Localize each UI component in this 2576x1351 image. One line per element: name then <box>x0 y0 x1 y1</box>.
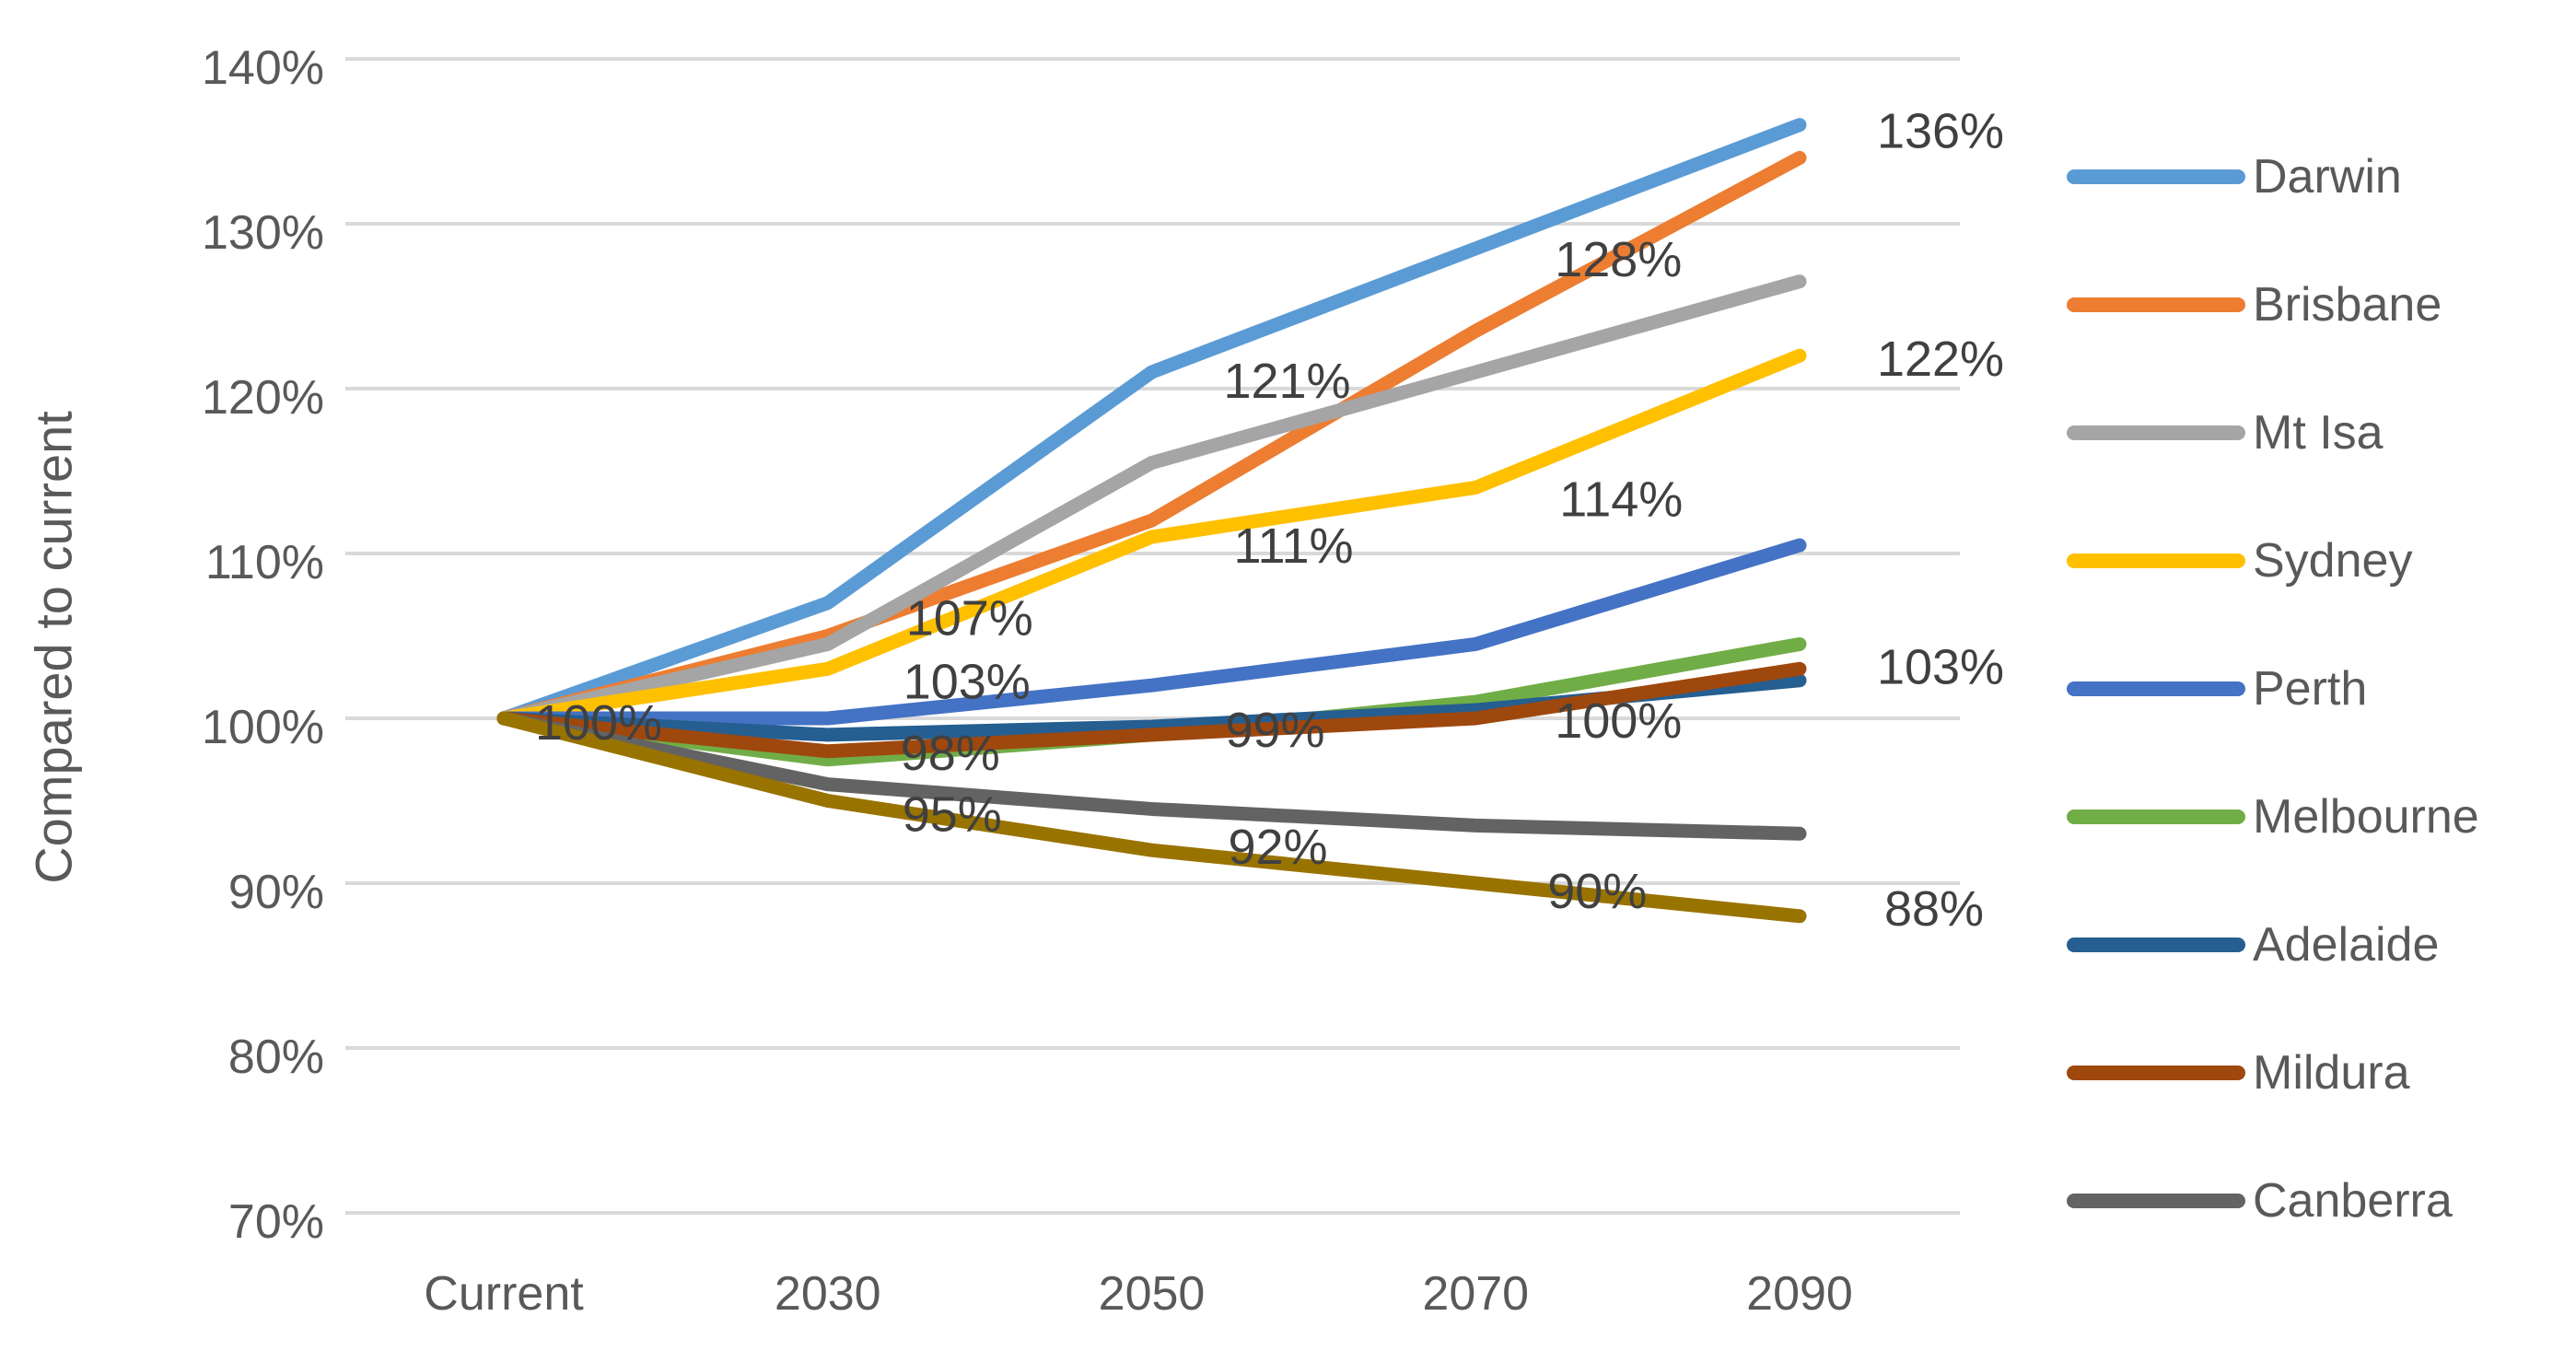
legend-label-perth: Perth <box>2253 662 2367 716</box>
y-tick-90: 90% <box>228 866 324 919</box>
data-label-mildura-2030: 98% <box>901 726 1000 781</box>
y-tick-130: 130% <box>202 206 324 260</box>
data-label-series-10-2070: 90% <box>1547 864 1647 919</box>
y-tick-120: 120% <box>202 371 324 425</box>
data-label-darwin-2030: 107% <box>906 591 1033 646</box>
legend-label-melbourne: Melbourne <box>2253 790 2479 844</box>
data-label-series-10-2050: 92% <box>1228 820 1327 875</box>
data-label-sydney-2050: 111% <box>1233 518 1353 574</box>
legend-label-mildura: Mildura <box>2253 1046 2410 1100</box>
series-line-canberra <box>496 711 1807 841</box>
legend-item-mildura: Mildura <box>2067 1046 2410 1100</box>
data-label-sydney-2090: 122% <box>1877 332 2004 387</box>
series-lines <box>496 118 1807 924</box>
axis-tick-labels: 140% 130% 120% 110% 100% 90% 80% 70% Current 2030… <box>202 41 1853 1321</box>
y-axis-title: Compared to current <box>25 411 83 884</box>
data-labels: 100% 107% 121% 128% 136% 103% 111% 114% 122% 98% 9… <box>535 104 2004 937</box>
data-label-darwin-2070: 128% <box>1555 232 1682 287</box>
y-tick-140: 140% <box>202 41 324 95</box>
x-tick-2050: 2050 <box>1099 1267 1206 1321</box>
data-label-sydney-2030: 103% <box>903 654 1031 709</box>
legend-item-canberra: Canberra <box>2067 1174 2453 1228</box>
y-tick-70: 70% <box>228 1195 324 1249</box>
data-label-sydney-2070: 114% <box>1559 472 1683 527</box>
legend-item-adelaide: Adelaide <box>2067 918 2439 972</box>
series-line-darwin <box>496 118 1807 726</box>
y-tick-110: 110% <box>205 536 324 589</box>
legend-label-adelaide: Adelaide <box>2253 918 2439 972</box>
legend-item-perth: Perth <box>2067 662 2367 716</box>
data-label-darwin-2050: 121% <box>1223 354 1350 409</box>
legend: Darwin Brisbane Mt Isa Sydney Perth Melbourne… <box>2067 150 2479 1228</box>
series-line-series-10 <box>496 711 1807 924</box>
legend-label-canberra: Canberra <box>2253 1174 2453 1228</box>
legend-item-melbourne: Melbourne <box>2067 790 2479 844</box>
y-tick-100: 100% <box>202 701 324 754</box>
x-tick-2070: 2070 <box>1422 1267 1529 1321</box>
legend-label-darwin: Darwin <box>2253 150 2402 204</box>
data-label-darwin-2090: 136% <box>1877 104 2004 159</box>
series-line-mildura <box>496 661 1807 759</box>
legend-item-brisbane: Brisbane <box>2067 278 2442 332</box>
y-tick-80: 80% <box>228 1031 324 1084</box>
gridlines <box>345 57 1960 1215</box>
legend-label-mt-isa: Mt Isa <box>2253 406 2384 460</box>
data-label-mildura-2090: 103% <box>1877 639 2004 694</box>
data-label-darwin-current: 100% <box>535 695 662 751</box>
legend-item-sydney: Sydney <box>2067 534 2412 588</box>
data-label-series-10-2090: 88% <box>1884 881 1984 937</box>
data-label-mildura-2050: 99% <box>1225 703 1324 758</box>
data-label-series-10-2030: 95% <box>903 787 1002 843</box>
legend-label-brisbane: Brisbane <box>2253 278 2442 332</box>
legend-item-darwin: Darwin <box>2067 150 2402 204</box>
series-line-perth <box>496 538 1807 726</box>
x-tick-current: Current <box>424 1267 584 1321</box>
x-tick-2030: 2030 <box>775 1267 881 1321</box>
series-line-sydney <box>496 348 1807 726</box>
series-line-mt-isa <box>496 274 1807 726</box>
legend-label-sydney: Sydney <box>2253 534 2412 588</box>
data-label-mildura-2070: 100% <box>1555 693 1682 749</box>
legend-item-mt-isa: Mt Isa <box>2067 406 2384 460</box>
x-tick-2090: 2090 <box>1746 1267 1853 1321</box>
